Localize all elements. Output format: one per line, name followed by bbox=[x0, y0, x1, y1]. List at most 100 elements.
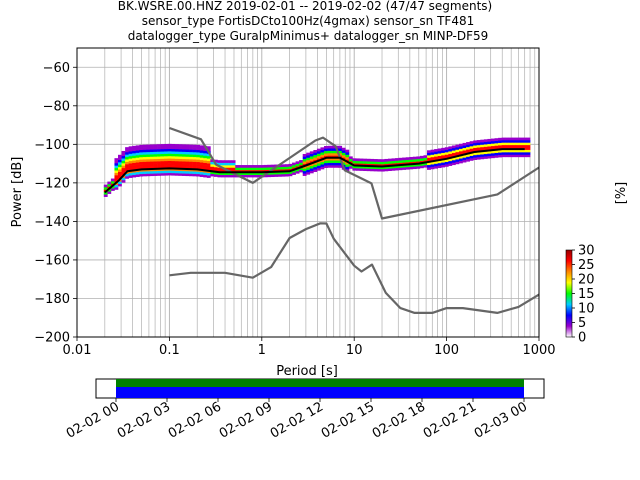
density-cell bbox=[515, 137, 520, 141]
density-cell bbox=[299, 162, 304, 166]
density-cell bbox=[345, 152, 350, 155]
density-cell bbox=[316, 153, 321, 157]
density-cell bbox=[526, 147, 531, 150]
density-cell bbox=[292, 172, 296, 175]
density-cell bbox=[412, 156, 417, 160]
density-cell bbox=[114, 187, 119, 190]
density-cell bbox=[522, 149, 527, 153]
density-cell bbox=[334, 162, 339, 166]
density-cell bbox=[192, 147, 197, 150]
density-cell bbox=[146, 166, 151, 169]
density-cell bbox=[295, 163, 300, 167]
density-cell bbox=[498, 149, 502, 153]
density-cell bbox=[149, 146, 154, 150]
density-cell bbox=[469, 148, 474, 152]
density-cell bbox=[274, 174, 279, 177]
density-cell bbox=[490, 145, 495, 149]
density-cell bbox=[430, 161, 435, 165]
density-cell bbox=[501, 142, 506, 146]
density-cell bbox=[395, 162, 399, 166]
density-cell bbox=[135, 174, 140, 177]
density-cell bbox=[206, 153, 211, 157]
density-cell bbox=[324, 162, 328, 166]
density-cell bbox=[110, 180, 115, 184]
density-cell bbox=[395, 165, 399, 169]
density-cell bbox=[451, 147, 456, 151]
density-cell bbox=[206, 155, 211, 159]
density-cell bbox=[476, 154, 481, 158]
density-cell bbox=[341, 147, 346, 151]
density-cell bbox=[199, 152, 204, 156]
density-cell bbox=[157, 161, 161, 164]
density-cell bbox=[213, 171, 218, 175]
density-cell bbox=[320, 149, 325, 153]
density-cell bbox=[249, 165, 254, 168]
density-cell bbox=[252, 165, 257, 168]
density-cell bbox=[384, 158, 389, 162]
density-cell bbox=[189, 173, 193, 177]
density-cell bbox=[160, 146, 165, 150]
density-cell bbox=[107, 191, 112, 194]
density-cell bbox=[391, 163, 396, 166]
density-cell bbox=[412, 166, 417, 170]
density-cell bbox=[213, 159, 218, 163]
density-cell bbox=[459, 151, 463, 154]
density-cell bbox=[178, 156, 183, 159]
density-cell bbox=[419, 163, 424, 166]
density-cell bbox=[263, 167, 268, 171]
density-cell bbox=[466, 146, 470, 150]
density-cell bbox=[512, 149, 517, 153]
timeline-tick-label: 02-02 06 bbox=[166, 399, 224, 441]
density-cell bbox=[295, 161, 300, 165]
timeline-tick-label: 02-02 15 bbox=[319, 399, 377, 441]
density-cell bbox=[483, 151, 488, 155]
density-cell bbox=[512, 142, 517, 146]
colorbar-tick-label: 10 bbox=[578, 302, 595, 317]
density-cell bbox=[462, 142, 467, 146]
density-cell bbox=[334, 165, 339, 168]
density-cell bbox=[437, 153, 442, 156]
density-cell bbox=[185, 173, 190, 177]
density-cell bbox=[462, 159, 467, 163]
density-cell bbox=[252, 167, 257, 171]
density-cell bbox=[114, 175, 119, 178]
density-cell bbox=[313, 166, 318, 170]
x-axis-ticks: 0.01 0.1 1 10 100 1000 bbox=[63, 337, 556, 358]
density-cell bbox=[281, 166, 286, 170]
density-cell bbox=[231, 160, 236, 163]
density-cell bbox=[118, 164, 122, 168]
density-cell bbox=[181, 156, 186, 160]
density-cell bbox=[142, 171, 147, 174]
density-cell bbox=[402, 157, 407, 161]
density-cell bbox=[480, 156, 485, 160]
density-cell bbox=[178, 146, 183, 150]
density-cell bbox=[519, 144, 524, 148]
density-cell bbox=[352, 160, 357, 164]
timeline-tick-label: 02-03 00 bbox=[472, 399, 530, 441]
density-cell bbox=[185, 144, 190, 148]
density-cell bbox=[281, 164, 286, 168]
x-tick-label: 10 bbox=[346, 343, 363, 358]
density-cell bbox=[526, 152, 531, 155]
density-cell bbox=[245, 167, 250, 171]
density-cell bbox=[355, 163, 360, 166]
density-cell bbox=[380, 161, 385, 165]
density-cell bbox=[206, 167, 211, 171]
density-cell bbox=[203, 165, 208, 168]
density-cell bbox=[476, 156, 481, 160]
density-cell bbox=[320, 166, 325, 170]
density-cell bbox=[476, 144, 481, 148]
density-cell bbox=[455, 151, 460, 155]
density-cell bbox=[377, 161, 382, 165]
density-cell bbox=[213, 169, 218, 173]
density-cell bbox=[309, 158, 314, 162]
density-cell bbox=[263, 174, 268, 178]
density-cell bbox=[142, 144, 147, 148]
density-cell bbox=[267, 164, 272, 168]
density-cell bbox=[181, 158, 186, 162]
density-cell bbox=[196, 144, 201, 148]
density-cell bbox=[377, 166, 382, 170]
density-cell bbox=[224, 172, 229, 175]
density-cell bbox=[444, 161, 449, 165]
